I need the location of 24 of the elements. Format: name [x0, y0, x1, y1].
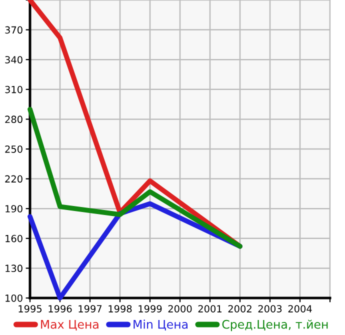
- x-tick-label: 1996: [48, 305, 72, 312]
- x-tick-label: 1998: [108, 305, 132, 312]
- legend-label: Min Цена: [134, 320, 188, 330]
- y-tick-label: 190: [6, 205, 22, 212]
- y-tick-label: 130: [6, 264, 22, 272]
- x-tick-label: 2002: [228, 305, 252, 312]
- legend-label: Сред.Цена, т.йен: [222, 320, 328, 332]
- y-tick-label: 280: [5, 116, 22, 124]
- y-tick-label: 100: [6, 294, 22, 302]
- x-tick-label: 2000: [168, 305, 192, 312]
- x-tick-label: 1995: [18, 305, 42, 312]
- legend-label: Max Цена: [41, 320, 98, 330]
- x-tick-label: 2001: [198, 305, 222, 312]
- y-tick-label: 250: [5, 145, 22, 153]
- y-tick-label: 220: [5, 175, 22, 183]
- x-tick-label: 1997: [78, 305, 102, 312]
- y-tick-label: 160: [6, 234, 22, 242]
- x-tick-label: 2004: [288, 305, 312, 312]
- x-tick-label: 1999: [138, 305, 162, 312]
- line-series: [28, 106, 242, 249]
- y-tick-label: 370: [5, 26, 22, 34]
- x-tick-label: 2003: [258, 305, 282, 312]
- y-tick-label: 310: [5, 86, 22, 94]
- y-tick-label: 340: [5, 56, 22, 64]
